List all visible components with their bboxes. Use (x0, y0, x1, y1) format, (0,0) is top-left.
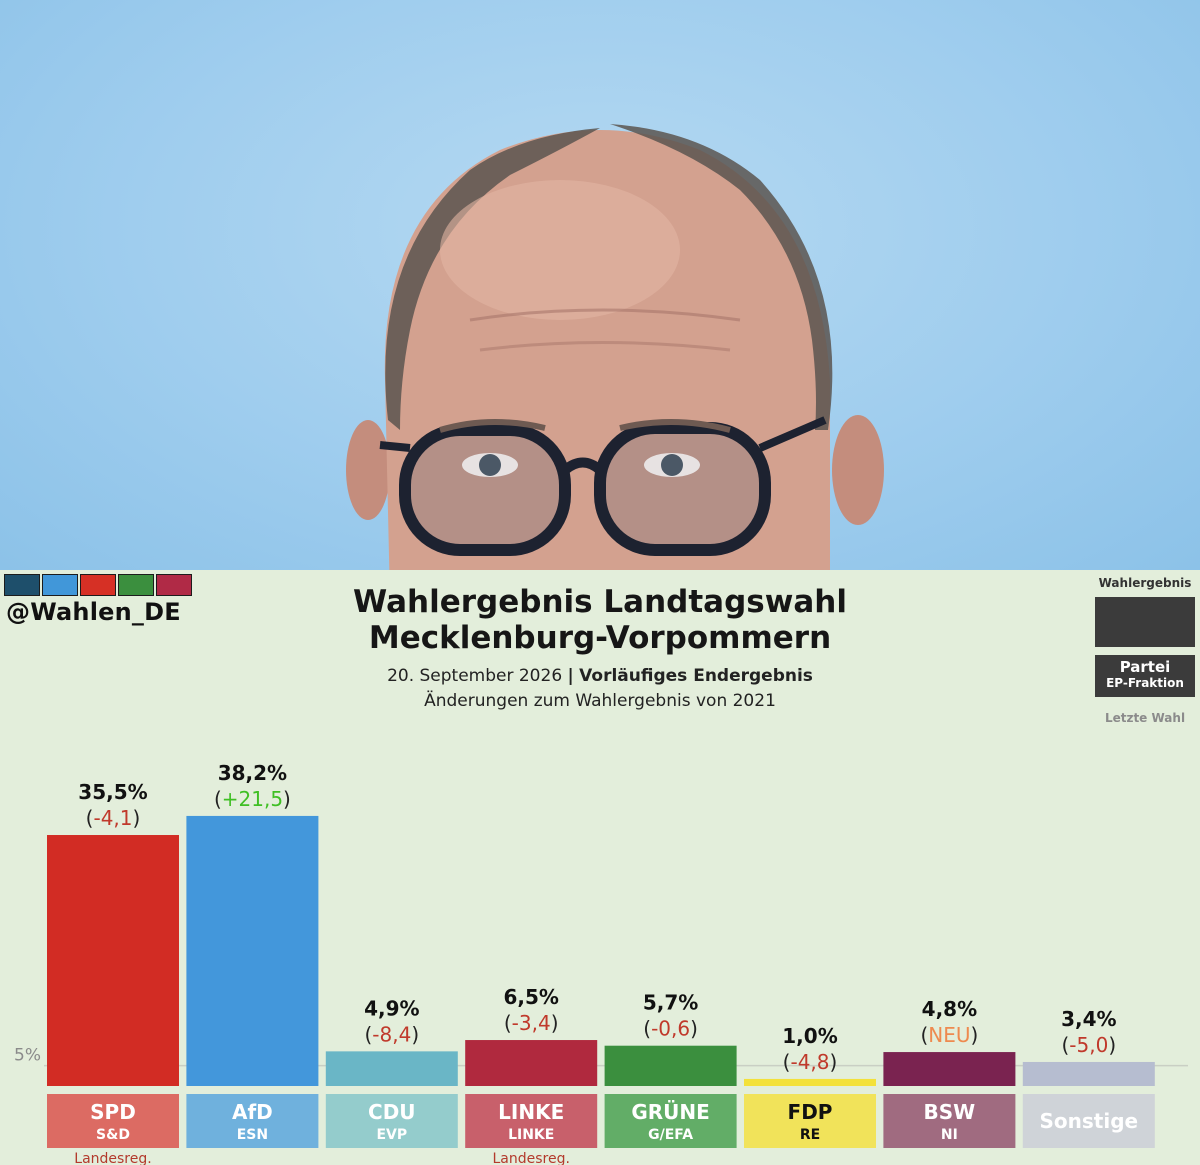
bar-grüne (604, 1045, 737, 1086)
bar-sonstige (1022, 1061, 1155, 1086)
party-faction: LINKE (508, 1127, 554, 1143)
bar-cdu (325, 1051, 458, 1086)
party-name: CDU (368, 1100, 416, 1124)
change-label: (-4,1) (86, 806, 141, 830)
header-photo (0, 0, 1200, 570)
subtitle-separator: | (567, 666, 574, 686)
change-label: (-8,4) (364, 1022, 419, 1046)
portrait-illustration (346, 124, 884, 570)
party-faction: EVP (376, 1127, 407, 1143)
value-label: 6,5% (503, 985, 558, 1009)
legend-faction-label: EP-Fraktion (1106, 676, 1184, 690)
change-label: (+21,5) (214, 787, 291, 811)
party-name: Sonstige (1040, 1109, 1139, 1133)
party-note: Landesreg. (74, 1151, 151, 1165)
threshold-label: 5% (14, 1046, 41, 1066)
account-handle: @Wahlen_DE (6, 598, 181, 626)
party-label-box (604, 1094, 737, 1148)
subtitle-status: Vorläufiges Endergebnis (579, 666, 813, 686)
party-label-box (47, 1094, 179, 1148)
party-faction: RE (800, 1127, 820, 1143)
party-label-box (465, 1094, 598, 1148)
subtitle-line-1: 20. September 2026 | Vorläufiges Enderge… (300, 664, 900, 689)
bar-linke (465, 1040, 598, 1086)
bar-afd (186, 815, 319, 1086)
legend-result-label: Wahlergebnis (1098, 576, 1192, 590)
party-label-box (744, 1094, 876, 1148)
bar-spd (47, 835, 179, 1086)
brand-swatch (4, 574, 40, 596)
legend-last-election-label: Letzte Wahl (1104, 711, 1186, 725)
brand-swatch (118, 574, 154, 596)
chart-title: Wahlergebnis Landtagswahl Mecklenburg-Vo… (300, 584, 900, 656)
bar-bsw (883, 1052, 1016, 1086)
party-name: AfD (232, 1100, 273, 1124)
party-name: LINKE (498, 1100, 564, 1124)
party-name: FDP (788, 1100, 833, 1124)
party-label-box (186, 1094, 319, 1148)
brand-swatch (156, 574, 192, 596)
party-note: Landesreg. (492, 1151, 569, 1165)
legend-result-box (1095, 597, 1195, 647)
subtitle-changes: Änderungen zum Wahlergebnis von 2021 (424, 691, 776, 711)
title-line-2: Mecklenburg-Vorpommern (368, 620, 832, 656)
party-faction: ESN (237, 1127, 268, 1143)
party-faction: S&D (96, 1127, 130, 1143)
value-label: 1,0% (782, 1024, 837, 1048)
chart-panel: @Wahlen_DE Wahlergebnis Landtagswahl Mec… (0, 570, 1200, 1165)
change-label: (-5,0) (1061, 1033, 1116, 1057)
party-name: GRÜNE (631, 1100, 709, 1124)
change-label: (-4,8) (783, 1050, 838, 1074)
party-label-box (1022, 1094, 1155, 1148)
chart-subtitle: 20. September 2026 | Vorläufiges Enderge… (300, 664, 900, 714)
change-label: (-3,4) (504, 1011, 559, 1035)
legend-party-box: Partei EP-Fraktion (1095, 655, 1195, 697)
title-line-1: Wahlergebnis Landtagswahl (353, 584, 847, 620)
value-label: 38,2% (218, 761, 287, 785)
party-faction: NI (941, 1127, 958, 1143)
brand-color-strip (4, 574, 192, 596)
value-label: 3,4% (1061, 1007, 1116, 1031)
value-label: 4,8% (922, 997, 977, 1021)
change-label: (-0,6) (643, 1017, 698, 1041)
legend: Wahlergebnis Partei EP-Fraktion Letzte W… (1095, 576, 1195, 725)
party-faction: G/EFA (648, 1127, 693, 1143)
party-name: SPD (90, 1100, 136, 1124)
party-label-box (883, 1094, 1016, 1148)
bar-chart: 5% 35,5%(-4,1) SPD S&D Landesreg. 38,2%(+21,5… (14, 761, 1188, 1165)
change-label: (NEU) (920, 1023, 978, 1047)
brand-swatch (42, 574, 78, 596)
bar-fdp (744, 1078, 876, 1086)
value-label: 5,7% (643, 991, 698, 1015)
subtitle-date: 20. September 2026 (387, 666, 563, 686)
value-label: 35,5% (78, 780, 147, 804)
party-name: BSW (924, 1100, 976, 1124)
party-label-box (325, 1094, 458, 1148)
brand-swatch (80, 574, 116, 596)
legend-party-label: Partei (1119, 658, 1171, 676)
value-label: 4,9% (364, 996, 419, 1020)
